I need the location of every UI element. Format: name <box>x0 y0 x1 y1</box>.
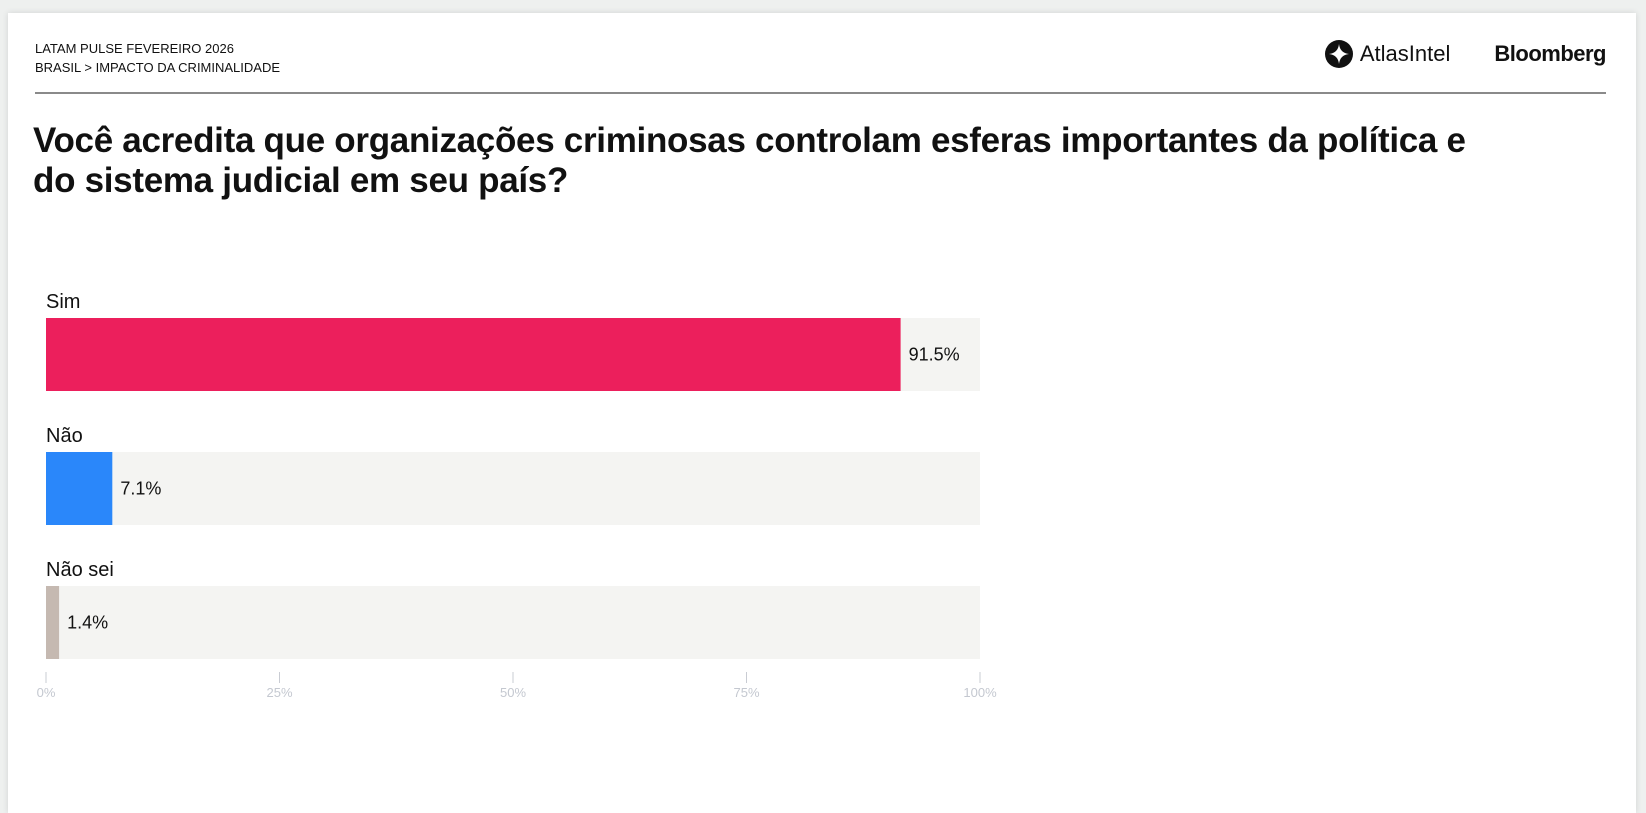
category-label-0: Sim <box>46 291 80 313</box>
logos: AtlasIntel Bloomberg <box>1324 39 1606 69</box>
bloomberg-logo: Bloomberg <box>1494 41 1606 66</box>
header-breadcrumb: LATAM PULSE FEVEREIRO 2026 BRASIL > IMPA… <box>35 39 280 77</box>
value-label-1: 7.1% <box>120 479 161 499</box>
bar-track-1 <box>46 452 980 525</box>
value-label-0: 91.5% <box>909 345 960 365</box>
value-label-2: 1.4% <box>67 613 108 633</box>
atlasintel-text: AtlasIntel <box>1359 41 1451 66</box>
x-tick-label-4: 100% <box>963 685 997 700</box>
bar-0 <box>46 318 901 391</box>
x-tick-label-0: 0% <box>37 685 56 700</box>
header-divider <box>35 92 1606 94</box>
bar-2 <box>46 586 60 659</box>
bar-track-2 <box>46 586 980 659</box>
topic-breadcrumb: BRASIL > IMPACTO DA CRIMINALIDADE <box>35 60 281 75</box>
atlasintel-logo: AtlasIntel <box>1324 39 1451 69</box>
chart-title: Você acredita que organizações criminosa… <box>33 121 1466 200</box>
x-tick-label-1: 25% <box>266 685 292 700</box>
category-label-1: Não <box>46 425 83 447</box>
x-tick-label-3: 75% <box>733 685 759 700</box>
survey-name: LATAM PULSE FEVEREIRO 2026 <box>35 41 234 56</box>
x-tick-label-2: 50% <box>500 685 526 700</box>
category-label-2: Não sei <box>46 559 114 581</box>
bar-1 <box>46 452 113 525</box>
atlasintel-diamond-icon <box>1324 40 1353 68</box>
